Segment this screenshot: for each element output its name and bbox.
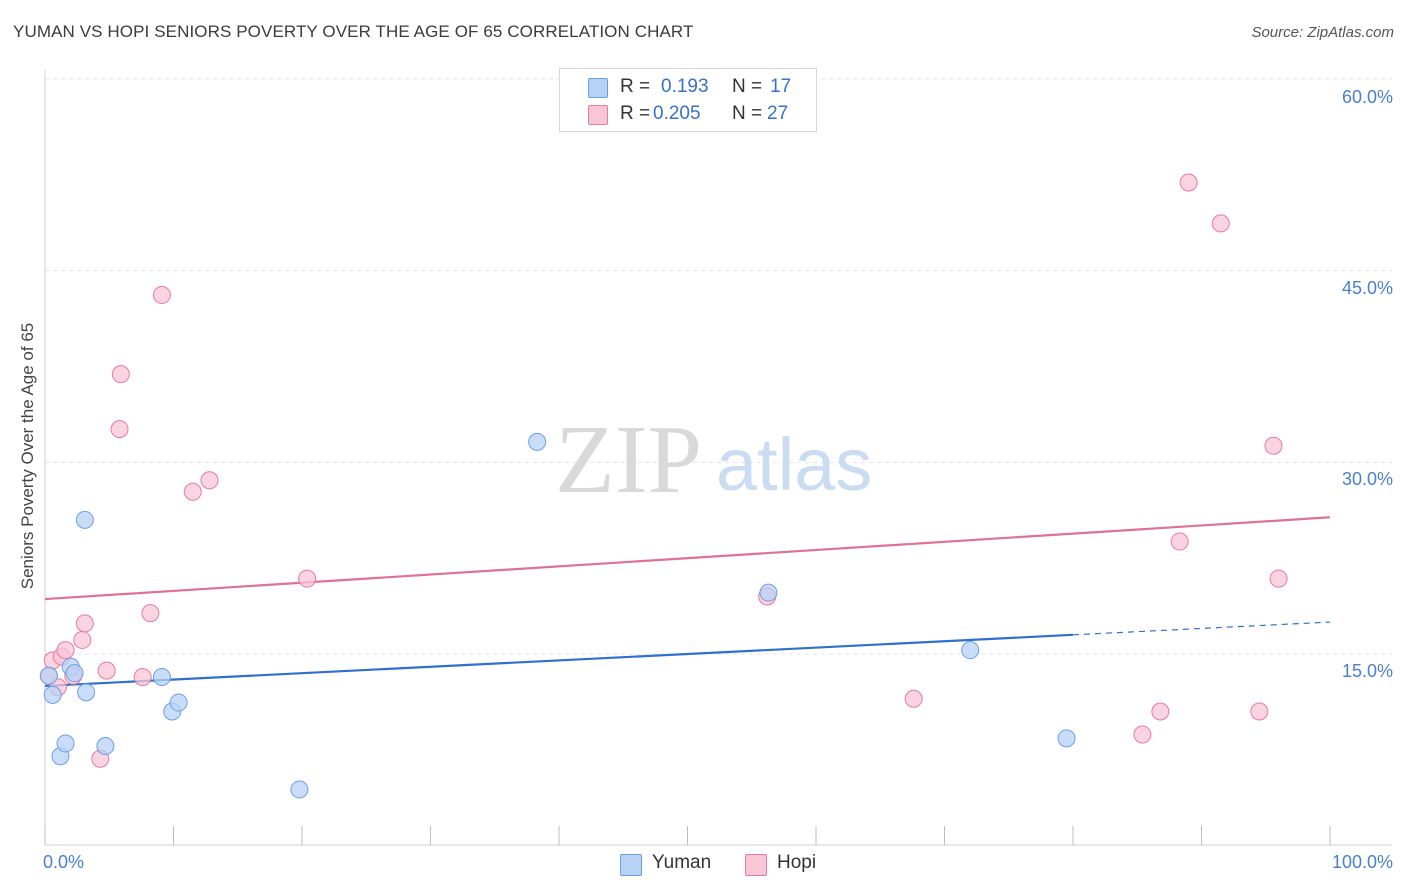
hopi-point xyxy=(200,471,219,490)
y-tick-label: 45.0% xyxy=(1341,278,1393,298)
trend-line-yuman xyxy=(44,633,1074,688)
axes xyxy=(44,70,1392,846)
hopi-swatch xyxy=(588,105,608,125)
hopi-point xyxy=(904,689,923,708)
yuman-point xyxy=(169,693,188,712)
y-tick-label: 60.0% xyxy=(1341,87,1393,107)
hopi-point xyxy=(110,420,129,439)
hopi-point xyxy=(75,614,94,633)
yuman-point xyxy=(759,583,778,602)
hopi-point xyxy=(111,365,130,384)
y-tick-label: 30.0% xyxy=(1341,469,1393,489)
hopi-point xyxy=(1264,436,1283,455)
yuman-point xyxy=(75,510,94,529)
n-value: 17 xyxy=(770,76,792,97)
hopi-point xyxy=(1179,173,1198,192)
trend-lines xyxy=(44,516,1331,688)
hopi-legend-swatch xyxy=(745,854,767,876)
yuman-point xyxy=(77,683,96,702)
trend-extension-yuman xyxy=(1072,621,1331,636)
yuman-point xyxy=(528,432,547,451)
yuman-point xyxy=(56,734,75,753)
scatter-points xyxy=(39,173,1288,799)
hopi-point xyxy=(1151,702,1170,721)
yuman-point xyxy=(39,666,58,685)
hopi-point xyxy=(1170,532,1189,551)
yuman-swatch xyxy=(588,78,608,98)
yuman-point xyxy=(1057,729,1076,748)
hopi-point xyxy=(152,285,171,304)
hopi-point xyxy=(73,630,92,649)
hopi-point xyxy=(97,661,116,680)
yuman-legend-label: Yuman xyxy=(652,852,712,873)
legend-row-hopi: R = 0.205 N = 27 xyxy=(560,102,816,128)
grid-lines xyxy=(45,78,1392,655)
r-value: 0.193 xyxy=(661,76,709,97)
hopi-point xyxy=(1269,569,1288,588)
yuman-point xyxy=(43,685,62,704)
watermark: ZIP atlas xyxy=(555,406,872,514)
hopi-legend-label: Hopi xyxy=(777,852,817,873)
n-label: N = xyxy=(732,103,763,124)
yuman-legend-swatch xyxy=(620,854,642,876)
y-axis-label: Seniors Poverty Over the Age of 65 xyxy=(18,322,37,590)
x-tick-label-max: 100.0% xyxy=(1331,852,1393,872)
yuman-point xyxy=(65,664,84,683)
n-value: 27 xyxy=(767,103,789,124)
yuman-point xyxy=(152,668,171,686)
yuman-point xyxy=(961,641,980,660)
legend-row-yuman: R = 0.193 N = 17 xyxy=(560,75,816,101)
source-label: Source: ZipAtlas.com xyxy=(1251,24,1394,41)
y-tick-label: 15.0% xyxy=(1341,661,1393,681)
r-label: R = xyxy=(620,103,651,124)
yuman-point xyxy=(290,780,309,799)
hopi-point xyxy=(56,641,75,660)
chart-title: YUMAN VS HOPI SENIORS POVERTY OVER THE A… xyxy=(13,22,694,41)
hopi-point xyxy=(1250,702,1269,721)
hopi-point xyxy=(183,482,202,501)
x-tick-label-min: 0.0% xyxy=(43,852,85,872)
watermark-zip: ZIP xyxy=(555,406,702,514)
hopi-point xyxy=(1133,725,1152,744)
hopi-point xyxy=(1211,214,1230,233)
n-label: N = xyxy=(732,76,763,97)
trend-line-hopi xyxy=(44,516,1331,601)
correlation-legend: R = 0.193 N = 17 R = 0.205 N = 27 xyxy=(559,68,817,132)
watermark-atlas: atlas xyxy=(716,423,872,506)
yuman-point xyxy=(96,737,115,755)
r-value: 0.205 xyxy=(653,103,701,124)
hopi-point xyxy=(298,569,317,588)
r-label: R = xyxy=(620,76,651,97)
hopi-point xyxy=(133,668,152,686)
hopi-point xyxy=(141,604,160,623)
